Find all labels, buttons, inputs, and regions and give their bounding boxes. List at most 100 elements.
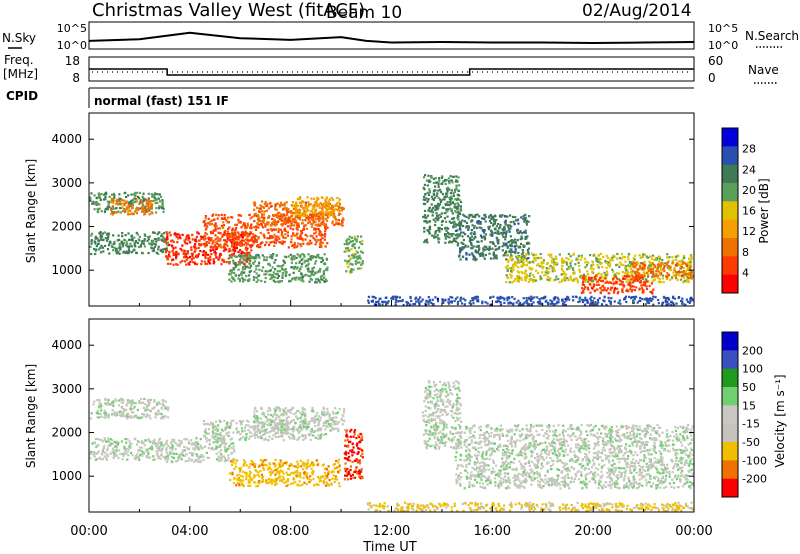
data-cell xyxy=(224,239,227,242)
data-cell xyxy=(97,192,101,195)
data-cell xyxy=(553,279,556,282)
data-cell xyxy=(287,234,290,237)
data-cell xyxy=(638,264,642,267)
data-cell xyxy=(587,261,590,264)
data-cell xyxy=(222,226,225,229)
data-cell xyxy=(499,295,502,298)
data-cell xyxy=(438,179,441,182)
data-cell xyxy=(624,265,628,268)
data-cell xyxy=(470,247,473,250)
data-cell xyxy=(625,300,628,304)
data-cell xyxy=(462,224,465,228)
data-cell xyxy=(97,412,100,415)
data-cell xyxy=(115,211,118,214)
data-cell xyxy=(649,264,652,267)
data-cell xyxy=(295,267,298,270)
data-cell xyxy=(315,231,318,234)
data-cell xyxy=(151,203,154,207)
data-cell xyxy=(274,268,277,271)
colorbar-segment xyxy=(722,274,738,294)
data-cell xyxy=(504,238,507,241)
data-cell xyxy=(187,262,190,265)
data-cell xyxy=(657,298,660,302)
data-cell xyxy=(194,446,197,449)
data-cell xyxy=(121,209,125,213)
data-cell xyxy=(643,268,646,271)
data-cell xyxy=(417,298,420,301)
data-cell xyxy=(658,257,661,261)
data-cell xyxy=(112,451,115,455)
data-cell xyxy=(422,215,425,218)
data-cell xyxy=(266,256,269,259)
data-cell xyxy=(175,235,178,238)
data-cell xyxy=(224,242,227,245)
data-cell xyxy=(246,256,250,260)
data-cell xyxy=(305,210,308,213)
data-cell xyxy=(610,282,613,285)
data-cell xyxy=(160,450,163,453)
data-cell xyxy=(519,301,522,304)
data-cell xyxy=(135,209,138,212)
data-cell xyxy=(247,266,250,269)
data-cell xyxy=(261,254,264,257)
data-cell xyxy=(527,280,530,284)
data-cell xyxy=(304,219,307,222)
data-cell xyxy=(456,214,459,217)
data-cell xyxy=(286,213,289,216)
data-cell xyxy=(463,214,466,218)
data-cell xyxy=(450,195,453,198)
data-cell xyxy=(188,451,191,454)
data-cell xyxy=(339,223,342,226)
data-cell xyxy=(517,251,520,254)
data-cell xyxy=(672,274,675,277)
data-cell xyxy=(491,224,494,227)
data-cell xyxy=(514,238,517,241)
data-cell xyxy=(677,260,680,263)
data-cell xyxy=(472,299,475,302)
data-cell xyxy=(350,270,353,273)
data-cell xyxy=(203,260,206,263)
data-cell xyxy=(444,182,447,186)
data-cell xyxy=(471,224,474,227)
data-cell xyxy=(255,255,258,258)
data-cell xyxy=(354,260,357,263)
data-cell xyxy=(553,298,556,301)
data-cell xyxy=(446,201,449,204)
data-cell xyxy=(188,457,191,460)
data-cell xyxy=(142,200,145,203)
data-cell xyxy=(273,261,276,264)
data-cell xyxy=(476,240,479,243)
data-cell xyxy=(162,417,165,420)
data-cell xyxy=(450,233,454,236)
data-cell xyxy=(324,217,327,220)
data-cell xyxy=(624,266,627,270)
data-cell xyxy=(136,453,139,456)
data-cell xyxy=(185,446,188,449)
data-cell xyxy=(243,263,246,266)
data-cell xyxy=(353,243,356,246)
data-cell xyxy=(124,209,127,212)
data-cell xyxy=(232,235,235,238)
data-cell xyxy=(138,446,141,449)
data-cell xyxy=(196,256,199,259)
data-cell xyxy=(304,265,307,268)
data-cell xyxy=(284,273,287,276)
data-cell xyxy=(215,441,218,444)
data-cell xyxy=(256,245,259,248)
data-cell xyxy=(112,192,116,195)
data-cell xyxy=(174,234,177,237)
data-cell xyxy=(118,244,121,248)
data-cell xyxy=(564,297,567,301)
data-cell xyxy=(135,231,138,234)
data-cell xyxy=(123,199,126,202)
data-cell xyxy=(455,205,458,208)
data-cell xyxy=(505,281,508,284)
data-cell xyxy=(147,439,150,442)
data-cell xyxy=(233,238,236,241)
data-cell xyxy=(249,246,252,249)
data-cell xyxy=(252,226,255,229)
data-cell xyxy=(315,235,318,238)
data-cell xyxy=(117,238,121,241)
nsearch-tick-top: 10^5 xyxy=(708,22,738,35)
data-cell xyxy=(256,264,259,267)
